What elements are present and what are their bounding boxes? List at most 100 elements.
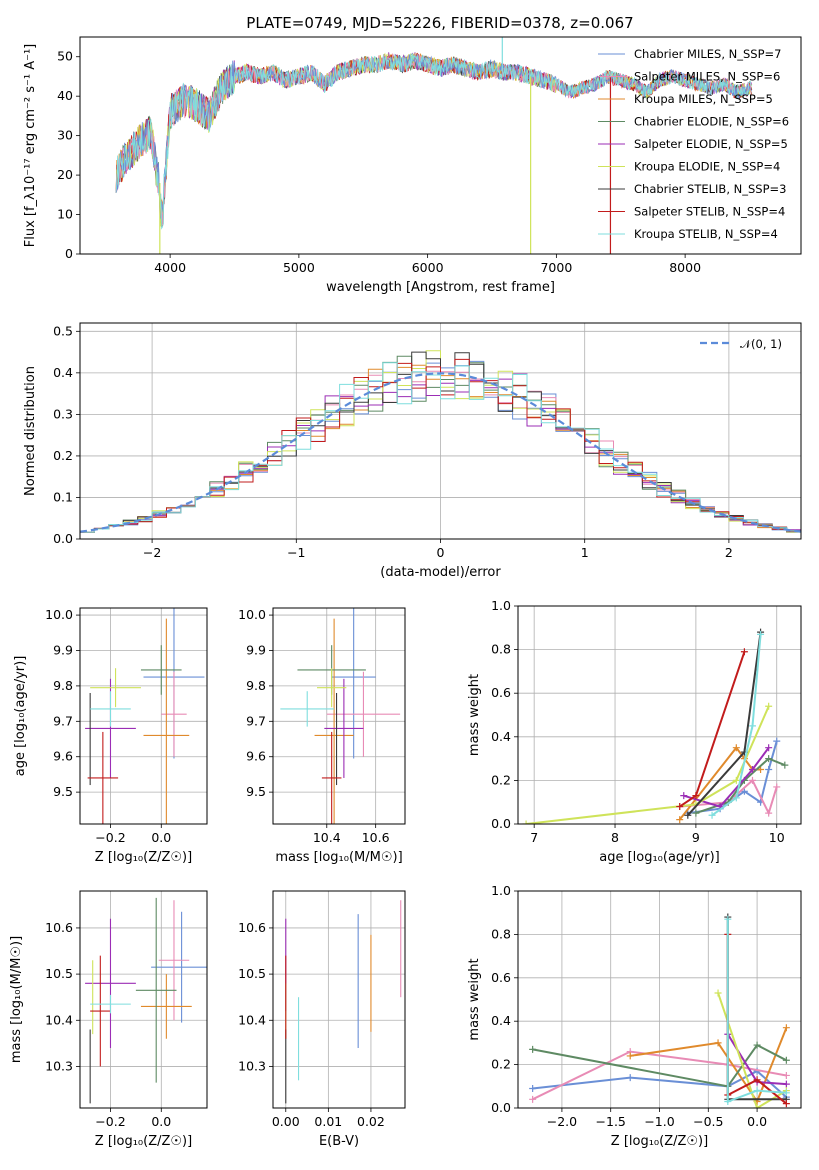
- x-tick-label: 0: [437, 545, 445, 560]
- weight-marker-chabrier_miles: [626, 1074, 634, 1082]
- y-tick-label: 0.0: [491, 1100, 511, 1115]
- weight-marker-chabrier_elodie: [765, 755, 773, 763]
- age-vs-metallicity-panel: −0.2 0.0 9.5 9.6 9.7 9.8 9.9 10.0 Z [log₁₀(Z/Z☉)…: [13, 607, 208, 865]
- axes-frame: [272, 607, 406, 825]
- weight-marker-kroupa_elodie: [753, 1104, 761, 1108]
- x-tick-label: 2: [725, 545, 733, 560]
- x-tick-label: 8000: [669, 260, 701, 275]
- y-tick-label: 10.6: [45, 920, 73, 935]
- legend-label-normal: 𝒩(0, 1): [740, 337, 782, 351]
- age-vs-mass-panel: 10.4 10.6 9.5 9.6 9.7 9.8 9.9 10.0 mass [log₁₀(M…: [238, 607, 406, 865]
- x-tick-label: 0.0: [747, 1114, 767, 1129]
- x-tick-label: 4000: [154, 260, 186, 275]
- y-tick-label: 20: [57, 167, 73, 182]
- x-tick-label: −0.2: [95, 1114, 125, 1129]
- x-axis-label: (data-model)/error: [380, 565, 501, 580]
- weight-marker-salpeter_stelib: [753, 1076, 761, 1084]
- weight-marker-kroupa_stelib: [724, 915, 732, 923]
- y-tick-label: 0.0: [491, 816, 511, 831]
- x-axis-label: Z [log₁₀(Z/Z☉)]: [95, 1134, 192, 1149]
- y-axis-label: mass weight: [467, 674, 482, 756]
- weight-marker-salpeter_miles: [748, 776, 756, 784]
- histogram-kroupa_stelib: [80, 362, 801, 539]
- legend-label-kroupa_elodie: Kroupa ELODIE, N_SSP=4: [634, 160, 780, 174]
- y-tick-label: 9.7: [246, 713, 266, 728]
- weight-marker-kroupa_stelib: [732, 794, 740, 802]
- y-tick-label: 9.6: [246, 749, 266, 764]
- weight-line-kroupa_stelib: [726, 919, 787, 1103]
- weight-marker-chabrier_miles: [529, 1084, 537, 1092]
- x-tick-label: 0.0: [151, 830, 171, 845]
- weight-marker-kroupa_miles: [782, 1024, 790, 1032]
- weight-line-salpeter_stelib: [679, 651, 746, 808]
- axes-frame: [79, 322, 802, 540]
- x-axis-label: Z [log₁₀(Z/Z☉)]: [95, 850, 192, 865]
- y-tick-label: 10: [57, 207, 73, 222]
- weight-marker-chabrier_miles: [765, 766, 773, 773]
- y-tick-label: 9.6: [53, 749, 73, 764]
- y-tick-label: 0.0: [53, 531, 73, 546]
- weight-marker-salpeter_miles: [529, 1095, 537, 1103]
- weight-marker-kroupa_elodie: [732, 776, 740, 784]
- y-tick-label: 10.4: [238, 1012, 266, 1027]
- x-tick-label: 1: [581, 545, 589, 560]
- y-axis-label: Normed distribution: [23, 366, 38, 496]
- x-tick-label: 7: [530, 830, 538, 845]
- weight-marker-salpeter_stelib: [692, 792, 700, 800]
- weight-marker-kroupa_stelib: [748, 722, 756, 730]
- y-tick-label: 10.0: [238, 607, 266, 622]
- x-tick-label: 0.00: [272, 1114, 300, 1129]
- weight-marker-salpeter_miles: [765, 809, 773, 817]
- y-tick-label: 50: [57, 49, 73, 64]
- y-tick-label: 1.0: [491, 883, 511, 898]
- y-tick-label: 0.2: [491, 1057, 511, 1072]
- y-tick-label: 40: [57, 88, 73, 103]
- y-tick-label: 10.5: [45, 966, 73, 981]
- y-tick-label: 0.6: [491, 970, 511, 985]
- normal-curve: [79, 372, 802, 533]
- spectrum-line-kroupa_stelib: [115, 53, 752, 230]
- weight-marker-chabrier_elodie: [753, 1041, 761, 1049]
- x-tick-label: 6000: [412, 260, 444, 275]
- legend-label-chabrier_stelib: Chabrier STELIB, N_SSP=3: [634, 182, 786, 196]
- axes-frame: [517, 605, 802, 825]
- weight-marker-kroupa_miles: [714, 1039, 722, 1047]
- axes-frame: [79, 890, 208, 1109]
- residuals-panel: −2 −1 0 1 2 0.0 0.1 0.2 0.3 0.4 0.5 (data-model)/er…: [23, 322, 802, 580]
- axes-frame: [517, 890, 802, 1109]
- weight-marker-chabrier_elodie: [529, 1045, 537, 1053]
- x-tick-label: 7000: [540, 260, 572, 275]
- mass-weight-vs-age-panel: 7 8 9 10 0.0 0.2 0.4 0.6 0.8 1.0 age [log₁₀(age/yr…: [467, 598, 802, 865]
- spectrum-panel: 4000 5000 6000 7000 8000 0 10 20 30 40 50 wavelengt…: [23, 36, 802, 295]
- weight-marker-chabrier_elodie: [782, 1056, 790, 1064]
- y-tick-label: 10.4: [45, 1012, 73, 1027]
- x-tick-label: 10: [769, 830, 785, 845]
- x-tick-label: 10.4: [313, 830, 341, 845]
- x-axis-label: wavelength [Angstrom, rest frame]: [326, 280, 555, 295]
- weight-marker-kroupa_stelib: [757, 630, 765, 638]
- y-tick-label: 0.2: [491, 772, 511, 787]
- y-tick-label: 0.1: [53, 489, 73, 504]
- x-tick-label: 0.0: [151, 1114, 171, 1129]
- x-tick-label: −2.0: [547, 1114, 577, 1129]
- weight-marker-kroupa_stelib: [724, 1097, 732, 1105]
- x-tick-label: −1: [287, 545, 305, 560]
- weight-marker-salpeter_elodie: [782, 1080, 790, 1088]
- legend-label-kroupa_miles: Kroupa MILES, N_SSP=5: [634, 92, 773, 106]
- axes-frame: [79, 607, 208, 825]
- x-tick-label: 10.6: [362, 830, 390, 845]
- weight-marker-chabrier_elodie: [781, 761, 789, 769]
- y-tick-label: 9.5: [53, 784, 73, 799]
- x-tick-label: 5000: [283, 260, 315, 275]
- y-tick-label: 10.3: [238, 1058, 266, 1073]
- weight-marker-kroupa_elodie: [714, 989, 722, 997]
- x-axis-label: E(B-V): [319, 1134, 359, 1149]
- weight-marker-salpeter_elodie: [765, 744, 773, 752]
- weight-marker-salpeter_elodie: [680, 792, 688, 800]
- y-tick-label: 10.5: [238, 966, 266, 981]
- weight-marker-chabrier_elodie: [692, 809, 700, 817]
- y-tick-label: 0.3: [53, 406, 73, 421]
- weight-marker-salpeter_miles: [773, 783, 781, 791]
- weight-line-kroupa_elodie: [525, 705, 770, 824]
